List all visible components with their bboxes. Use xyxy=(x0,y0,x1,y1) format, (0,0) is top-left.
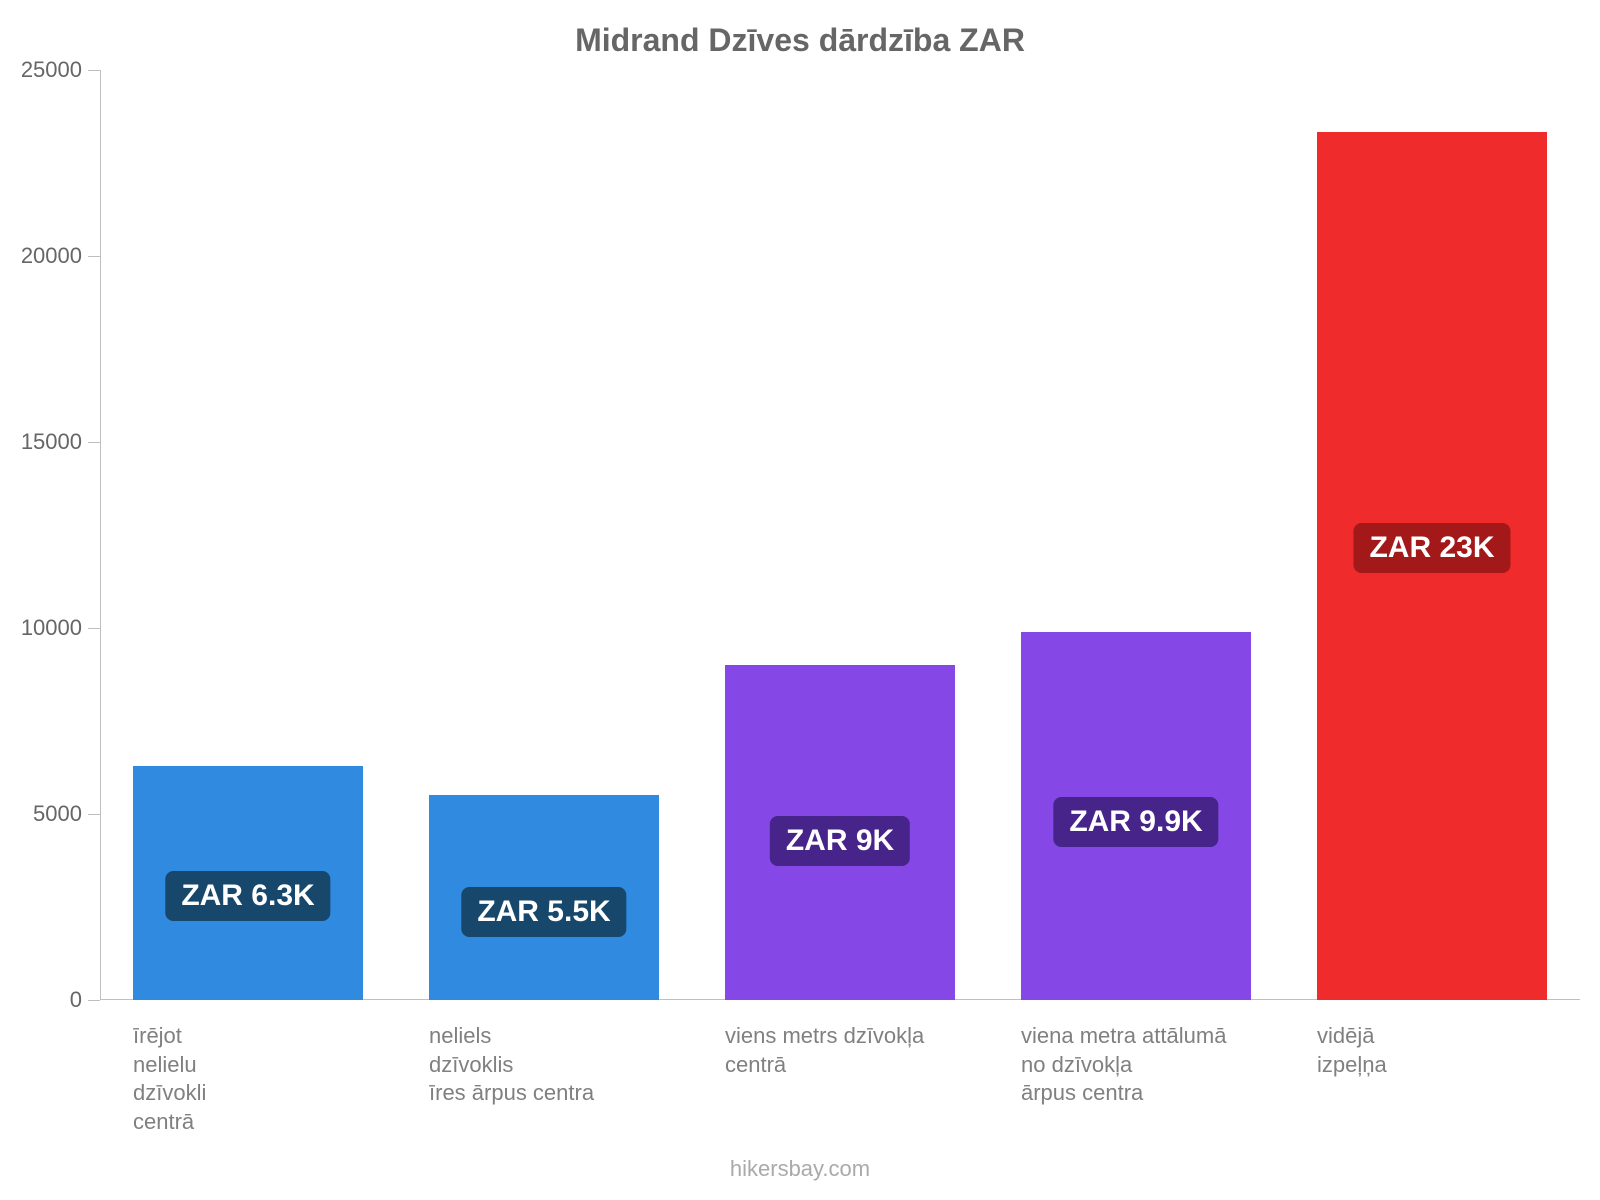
y-tick xyxy=(88,256,100,257)
y-axis xyxy=(100,70,101,1000)
y-tick-label: 20000 xyxy=(21,243,82,269)
chart-container: Midrand Dzīves dārdzība ZAR 050001000015… xyxy=(0,0,1600,1200)
chart-title: Midrand Dzīves dārdzība ZAR xyxy=(0,22,1600,59)
x-axis-labels: īrējot nelielu dzīvokli centrāneliels dz… xyxy=(100,1010,1580,1130)
y-tick xyxy=(88,442,100,443)
y-tick-label: 10000 xyxy=(21,615,82,641)
x-axis-label: īrējot nelielu dzīvokli centrā xyxy=(133,1022,403,1136)
y-tick-label: 5000 xyxy=(33,801,82,827)
y-tick xyxy=(88,70,100,71)
y-tick-label: 0 xyxy=(70,987,82,1013)
y-tick xyxy=(88,628,100,629)
x-axis-label: neliels dzīvoklis īres ārpus centra xyxy=(429,1022,699,1108)
chart-footer: hikersbay.com xyxy=(0,1156,1600,1182)
x-axis-label: viena metra attālumā no dzīvokļa ārpus c… xyxy=(1021,1022,1291,1108)
bar-value-label: ZAR 5.5K xyxy=(461,887,626,937)
plot-area: 0500010000150002000025000ZAR 6.3KZAR 5.5… xyxy=(100,70,1580,1000)
y-tick xyxy=(88,1000,100,1001)
bar-value-label: ZAR 23K xyxy=(1353,523,1510,573)
bar-value-label: ZAR 9K xyxy=(770,816,910,866)
bar-value-label: ZAR 6.3K xyxy=(165,871,330,921)
x-axis-label: viens metrs dzīvokļa centrā xyxy=(725,1022,995,1079)
y-tick-label: 15000 xyxy=(21,429,82,455)
bar-value-label: ZAR 9.9K xyxy=(1053,797,1218,847)
y-tick xyxy=(88,814,100,815)
y-tick-label: 25000 xyxy=(21,57,82,83)
x-axis-label: vidējā izpeļņa xyxy=(1317,1022,1587,1079)
